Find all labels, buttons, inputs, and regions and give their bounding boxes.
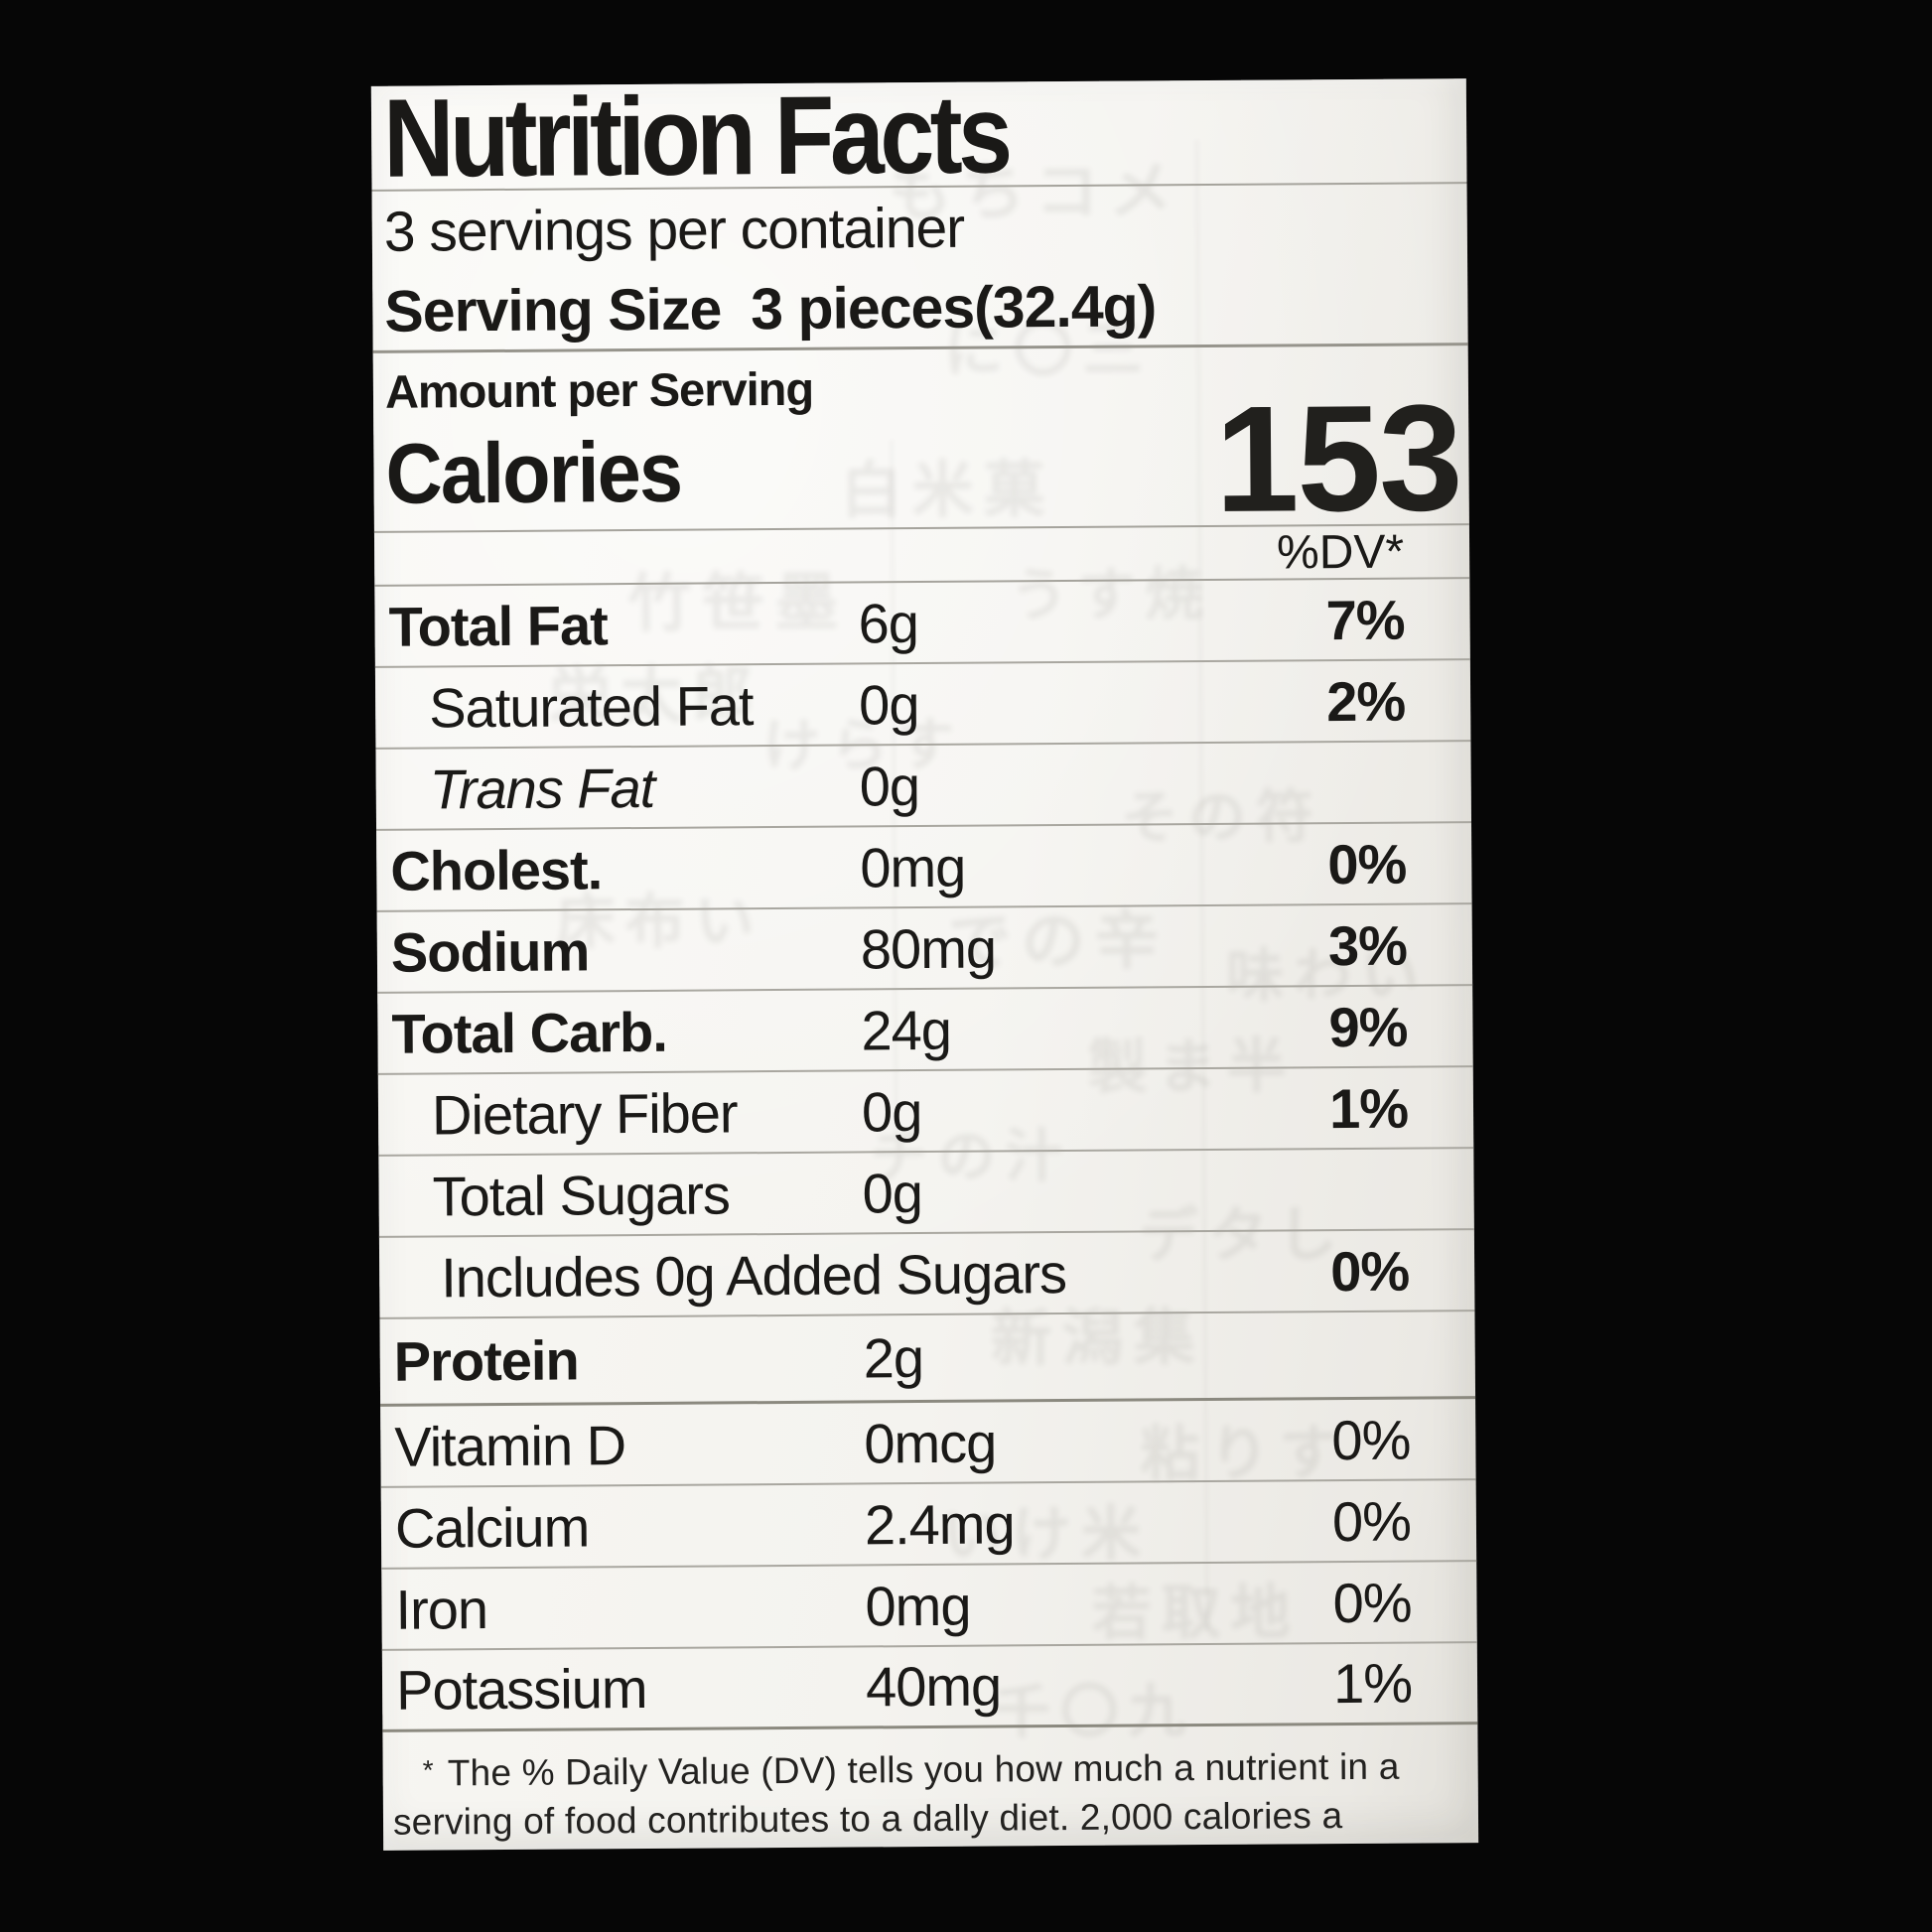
- vitamin-row-vitamin-d: Vitamin D 0mcg 0%: [380, 1399, 1476, 1488]
- nutrition-facts-title: Nutrition Facts: [382, 71, 1010, 201]
- serving-size-row: Serving Size 3 pieces(32.4g): [372, 265, 1468, 353]
- label-header: Nutrition Facts: [370, 71, 1467, 201]
- nutrient-row-protein: Protein 2g: [379, 1311, 1476, 1407]
- serving-size-label: Serving Size: [384, 276, 722, 345]
- footnote-line-1: * The % Daily Value (DV) tells you how mu…: [422, 1745, 1400, 1794]
- nutrient-row-dietary-fiber: Dietary Fiber 0g 1%: [377, 1067, 1474, 1157]
- nutrient-row-sodium: Sodium 80mg 3%: [376, 904, 1473, 994]
- vitamin-row-calcium: Calcium 2.4mg 0%: [380, 1480, 1477, 1570]
- nutrition-facts-label: もちコメ に〇三 白米菓 竹笹墨 うす焼 栄太郎 けらす 床布い その符 での辛 味わい 製ま半 チの汁…: [370, 71, 1479, 1851]
- calories-value: 153: [1214, 373, 1462, 544]
- nutrient-row-total-sugars: Total Sugars 0g: [378, 1149, 1474, 1238]
- nutrient-row-saturated-fat: Saturated Fat 0g 2%: [374, 660, 1471, 750]
- asterisk-marker: *: [422, 1754, 434, 1786]
- nutrient-row-trans-fat: Trans Fat 0g: [375, 742, 1472, 831]
- vitamin-row-iron: Iron 0mg 0%: [381, 1562, 1477, 1651]
- calories-label: Calories: [385, 424, 682, 522]
- daily-value-footnote: * The % Daily Value (DV) tells you how mu…: [382, 1725, 1478, 1847]
- nutrient-row-cholesterol: Cholest. 0mg 0%: [376, 823, 1472, 912]
- footnote-line-2: serving of food contributes to a dally d…: [392, 1795, 1343, 1843]
- nutrient-row-total-carbohydrate: Total Carb. 24g 9%: [377, 986, 1473, 1075]
- nutrient-row-total-fat: Total Fat 6g 7%: [374, 579, 1470, 668]
- serving-size-value: 3 pieces(32.4g): [751, 273, 1157, 343]
- vitamin-row-potassium: Potassium 40mg 1%: [381, 1643, 1478, 1732]
- nutrient-row-added-sugars: Includes 0g Added Sugars 0%: [378, 1230, 1475, 1319]
